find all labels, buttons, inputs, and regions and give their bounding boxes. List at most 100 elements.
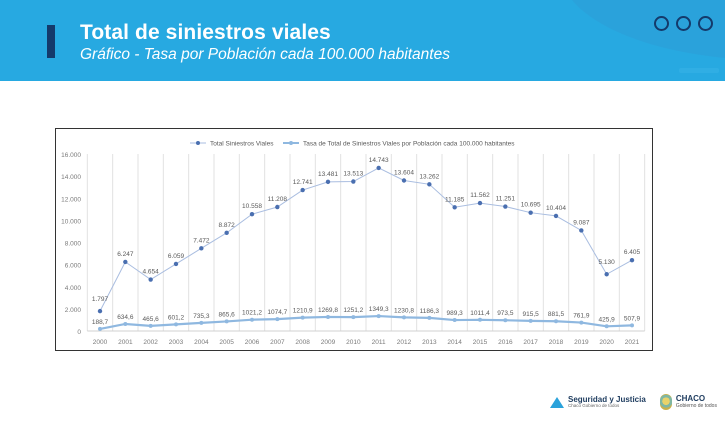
data-label-tasa: 1269,8 bbox=[318, 307, 338, 314]
data-label-total: 13.262 bbox=[419, 173, 439, 180]
data-point-total bbox=[173, 261, 179, 267]
data-label-tasa: 881,5 bbox=[548, 311, 565, 318]
data-point-total bbox=[275, 204, 280, 210]
data-label-total: 10.558 bbox=[242, 203, 262, 210]
data-label-tasa: 465,6 bbox=[143, 316, 160, 323]
data-label-total: 7.472 bbox=[193, 237, 210, 244]
x-tick-label: 2000 bbox=[93, 339, 108, 346]
legend-marker bbox=[196, 141, 200, 145]
logo-sublabel: Chaco Gobierno de todos bbox=[568, 402, 620, 408]
data-point-tasa bbox=[148, 323, 153, 328]
data-label-total: 13.604 bbox=[394, 170, 414, 177]
data-label-tasa: 1074,7 bbox=[267, 309, 287, 316]
data-label-total: 13.513 bbox=[343, 171, 363, 178]
data-point-tasa bbox=[123, 321, 128, 326]
y-tick-label: 14.000 bbox=[61, 174, 81, 181]
data-point-tasa bbox=[528, 318, 533, 323]
circle-icon bbox=[676, 16, 691, 31]
data-point-total bbox=[629, 257, 635, 263]
data-point-total bbox=[452, 205, 457, 210]
data-label-total: 5.130 bbox=[599, 259, 616, 266]
x-tick-label: 2001 bbox=[118, 339, 133, 346]
x-tick-label: 2007 bbox=[270, 339, 285, 346]
data-point-total bbox=[427, 182, 432, 187]
y-tick-label: 2.000 bbox=[65, 307, 82, 314]
data-label-total: 10.404 bbox=[546, 205, 566, 212]
x-tick-label: 2008 bbox=[295, 339, 310, 346]
data-label-total: 11.562 bbox=[470, 192, 490, 199]
data-label-total: 13.481 bbox=[318, 171, 338, 178]
x-tick-label: 2013 bbox=[422, 339, 437, 346]
x-tick-label: 2004 bbox=[194, 339, 209, 346]
data-label-tasa: 425,9 bbox=[599, 316, 616, 323]
data-point-tasa bbox=[478, 317, 482, 322]
data-point-tasa bbox=[402, 315, 406, 320]
data-point-total bbox=[351, 179, 356, 184]
x-tick-label: 2016 bbox=[498, 339, 513, 346]
data-label-tasa: 1021,2 bbox=[242, 310, 262, 317]
data-label-total: 6.247 bbox=[117, 251, 134, 258]
data-label-tasa: 1251,2 bbox=[343, 307, 363, 314]
data-point-tasa bbox=[199, 320, 204, 325]
data-point-total bbox=[249, 212, 255, 217]
data-point-tasa bbox=[224, 319, 229, 324]
data-point-tasa bbox=[503, 318, 508, 323]
data-label-tasa: 735,3 bbox=[193, 313, 210, 320]
data-point-tasa bbox=[427, 315, 432, 320]
title-accent-bar bbox=[47, 25, 55, 58]
data-label-tasa: 1230,8 bbox=[394, 307, 414, 314]
data-label-tasa: 1349,3 bbox=[369, 306, 389, 313]
x-tick-label: 2006 bbox=[245, 339, 260, 346]
data-point-tasa bbox=[452, 318, 457, 323]
data-label-total: 9.087 bbox=[573, 219, 590, 226]
data-label-total: 6.405 bbox=[624, 249, 641, 256]
data-point-total bbox=[604, 272, 609, 277]
x-tick-label: 2015 bbox=[473, 339, 488, 346]
data-point-tasa bbox=[174, 322, 178, 327]
y-tick-label: 12.000 bbox=[61, 196, 81, 203]
page-subtitle: Gráfico - Tasa por Población cada 100.00… bbox=[80, 46, 450, 63]
data-label-total: 10.695 bbox=[521, 202, 541, 209]
x-tick-label: 2012 bbox=[397, 339, 412, 346]
footer-logos: Seguridad y Justicia Chaco Gobierno de t… bbox=[550, 394, 717, 410]
x-tick-label: 2018 bbox=[549, 339, 564, 346]
data-label-total: 8.872 bbox=[219, 222, 236, 229]
y-tick-label: 0 bbox=[77, 329, 81, 336]
data-label-tasa: 761,9 bbox=[573, 313, 590, 320]
data-point-total bbox=[553, 213, 559, 219]
data-point-tasa bbox=[351, 315, 356, 320]
data-point-tasa bbox=[604, 324, 609, 329]
data-label-total: 12.741 bbox=[293, 179, 313, 186]
legend-item-total: Total Siniestros Viales bbox=[210, 141, 274, 148]
data-point-tasa bbox=[630, 323, 634, 328]
data-point-total bbox=[199, 246, 204, 251]
header-banner: Total de siniestros viales Gráfico - Tas… bbox=[0, 0, 725, 81]
triangle-logo-icon bbox=[550, 396, 564, 408]
three-circles-icon bbox=[654, 16, 713, 31]
data-label-tasa: 1011,4 bbox=[470, 310, 490, 317]
data-label-tasa: 507,9 bbox=[624, 315, 641, 322]
data-label-tasa: 865,6 bbox=[219, 311, 236, 318]
data-label-total: 14.743 bbox=[369, 157, 389, 164]
data-label-tasa: 915,5 bbox=[523, 311, 540, 318]
x-tick-label: 2019 bbox=[574, 339, 589, 346]
x-tick-label: 2009 bbox=[321, 339, 336, 346]
legend-marker bbox=[289, 141, 293, 145]
legend-item-tasa: Tasa de Total de Siniestros Viales por P… bbox=[303, 141, 515, 148]
data-point-total bbox=[300, 187, 305, 193]
data-point-total bbox=[503, 204, 508, 209]
data-point-tasa bbox=[326, 314, 330, 319]
y-tick-label: 16.000 bbox=[61, 152, 81, 159]
data-label-total: 11.251 bbox=[496, 196, 516, 203]
data-point-total bbox=[376, 165, 381, 171]
x-tick-label: 2014 bbox=[447, 339, 462, 346]
chaco-logo: CHACO Gobierno de todos bbox=[659, 394, 717, 410]
header-decoration-bar bbox=[679, 68, 719, 73]
data-label-tasa: 634,6 bbox=[117, 314, 134, 321]
data-label-tasa: 1186,3 bbox=[420, 308, 440, 315]
logo-sublabel: Gobierno de todos bbox=[675, 402, 717, 409]
page-title: Total de siniestros viales bbox=[80, 21, 331, 44]
y-tick-label: 8.000 bbox=[65, 241, 82, 248]
x-tick-label: 2017 bbox=[523, 339, 538, 346]
series-line-total bbox=[99, 167, 633, 312]
